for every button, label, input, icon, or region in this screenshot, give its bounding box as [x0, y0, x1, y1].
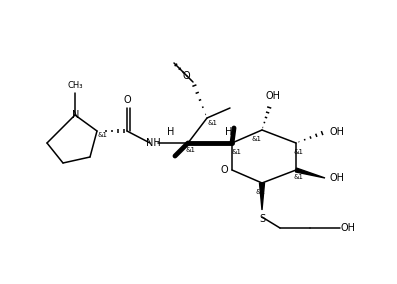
Text: &1: &1: [207, 120, 217, 126]
Text: &1: &1: [294, 174, 304, 180]
Text: CH₃: CH₃: [67, 80, 83, 89]
Text: O: O: [220, 165, 228, 175]
Text: H: H: [225, 127, 233, 137]
Text: OH: OH: [330, 173, 345, 183]
Text: OH: OH: [341, 223, 355, 233]
Text: N: N: [72, 110, 80, 120]
Text: &1: &1: [255, 189, 265, 195]
Text: H: H: [167, 127, 175, 137]
Polygon shape: [260, 183, 264, 210]
Text: S: S: [259, 214, 265, 224]
Text: O: O: [123, 95, 131, 105]
Text: OH: OH: [266, 91, 281, 101]
Text: &1: &1: [97, 132, 107, 138]
Text: O: O: [182, 71, 190, 81]
Polygon shape: [295, 168, 325, 178]
Text: &1: &1: [294, 149, 304, 155]
Text: NH: NH: [146, 138, 160, 148]
Text: OH: OH: [330, 127, 345, 137]
Text: &1: &1: [232, 149, 242, 155]
Text: &1: &1: [185, 147, 195, 153]
Text: &1: &1: [252, 136, 262, 142]
